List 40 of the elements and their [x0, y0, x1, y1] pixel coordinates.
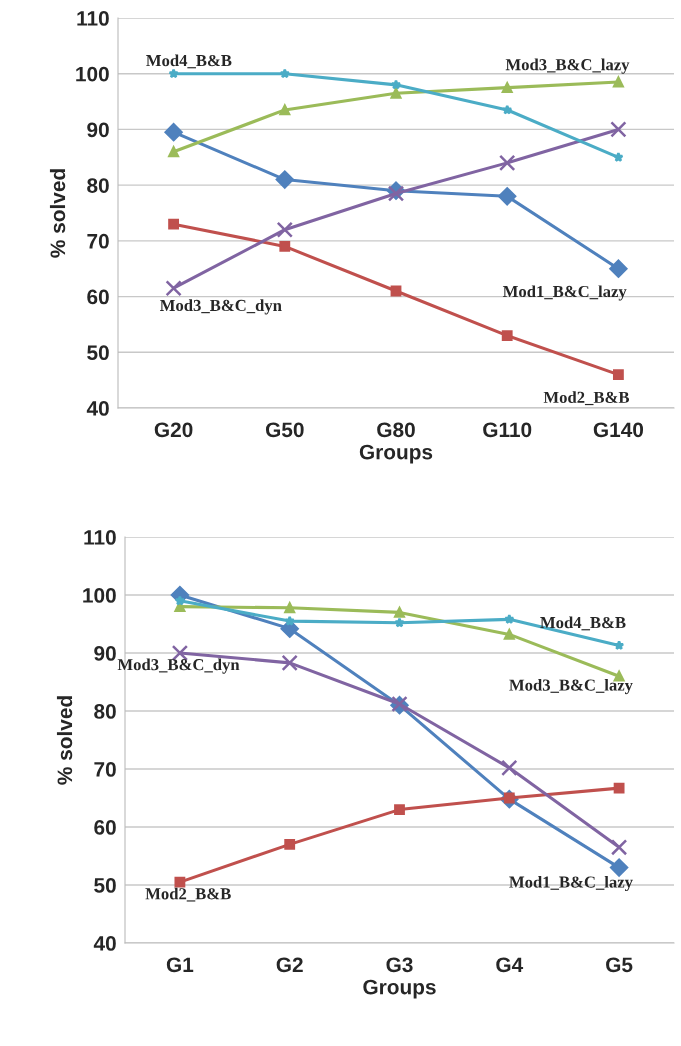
- x-tick-label: G1: [166, 957, 194, 973]
- series-label: Mod1_B&C_lazy: [509, 875, 633, 892]
- y-tick-label: 90: [87, 122, 109, 138]
- x-tick-label: G4: [496, 957, 524, 973]
- x-axis-title: Groups: [363, 979, 436, 999]
- y-tick-label: 80: [87, 178, 109, 193]
- x-tick-label: G3: [386, 957, 413, 973]
- y-tick-label: 80: [94, 704, 116, 719]
- series-label: Mod4_B&B: [540, 616, 626, 631]
- x-tick-label: G80: [377, 422, 415, 438]
- y-tick-label: 110: [77, 11, 109, 26]
- y-tick-label: 40: [93, 936, 116, 951]
- series-label: Mod3_B&C_lazy: [509, 678, 633, 695]
- series-label: Mod1_B&C_lazy: [502, 285, 627, 301]
- series-label: Mod3_B&C_dyn: [159, 299, 282, 315]
- series-label: Mod2_B&B: [543, 391, 630, 406]
- y-tick-label: 60: [87, 289, 109, 305]
- y-tick-label: 90: [94, 646, 116, 661]
- x-tick-label: G5: [606, 957, 633, 973]
- y-tick-label: 50: [87, 345, 109, 361]
- y-tick-label: 50: [94, 878, 116, 893]
- series-label: Mod2_B&B: [145, 887, 231, 902]
- series-label: Mod3_B&C_lazy: [505, 58, 630, 74]
- x-tick-label: G110: [483, 422, 532, 438]
- x-tick-label: G50: [265, 422, 304, 438]
- y-tick-label: 100: [76, 66, 109, 82]
- y-tick-label: 40: [86, 401, 109, 416]
- x-axis-title: Groups: [359, 444, 433, 464]
- x-tick-label: G2: [276, 957, 303, 973]
- series-label: Mod3_B&C_dyn: [117, 658, 240, 674]
- series-label: Mod4_B&B: [146, 54, 232, 69]
- y-tick-label: 70: [87, 233, 109, 249]
- y-axis-title: % solved: [56, 696, 73, 785]
- y-tick-label: 110: [84, 530, 116, 545]
- y-tick-label: 70: [94, 762, 116, 777]
- y-tick-label: 100: [83, 588, 116, 603]
- y-tick-label: 60: [94, 820, 116, 835]
- y-axis-title: % solved: [49, 169, 66, 258]
- x-tick-label: G140: [593, 422, 644, 438]
- x-tick-label: G20: [154, 422, 193, 438]
